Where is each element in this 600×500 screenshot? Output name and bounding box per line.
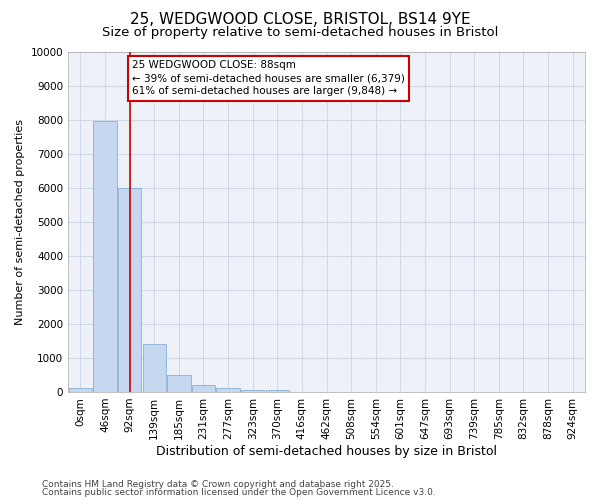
Bar: [143, 344, 166, 392]
Bar: [167, 375, 191, 392]
Bar: [68, 388, 92, 392]
Bar: [93, 122, 116, 392]
Text: Size of property relative to semi-detached houses in Bristol: Size of property relative to semi-detach…: [102, 26, 498, 39]
X-axis label: Distribution of semi-detached houses by size in Bristol: Distribution of semi-detached houses by …: [156, 444, 497, 458]
Text: 25, WEDGWOOD CLOSE, BRISTOL, BS14 9YE: 25, WEDGWOOD CLOSE, BRISTOL, BS14 9YE: [130, 12, 470, 28]
Bar: [192, 385, 215, 392]
Text: Contains HM Land Registry data © Crown copyright and database right 2025.: Contains HM Land Registry data © Crown c…: [42, 480, 394, 489]
Text: 25 WEDGWOOD CLOSE: 88sqm
← 39% of semi-detached houses are smaller (6,379)
61% o: 25 WEDGWOOD CLOSE: 88sqm ← 39% of semi-d…: [132, 60, 405, 96]
Bar: [241, 390, 265, 392]
Bar: [217, 388, 240, 392]
Text: Contains public sector information licensed under the Open Government Licence v3: Contains public sector information licen…: [42, 488, 436, 497]
Bar: [118, 188, 141, 392]
Bar: [266, 390, 289, 392]
Y-axis label: Number of semi-detached properties: Number of semi-detached properties: [15, 118, 25, 324]
